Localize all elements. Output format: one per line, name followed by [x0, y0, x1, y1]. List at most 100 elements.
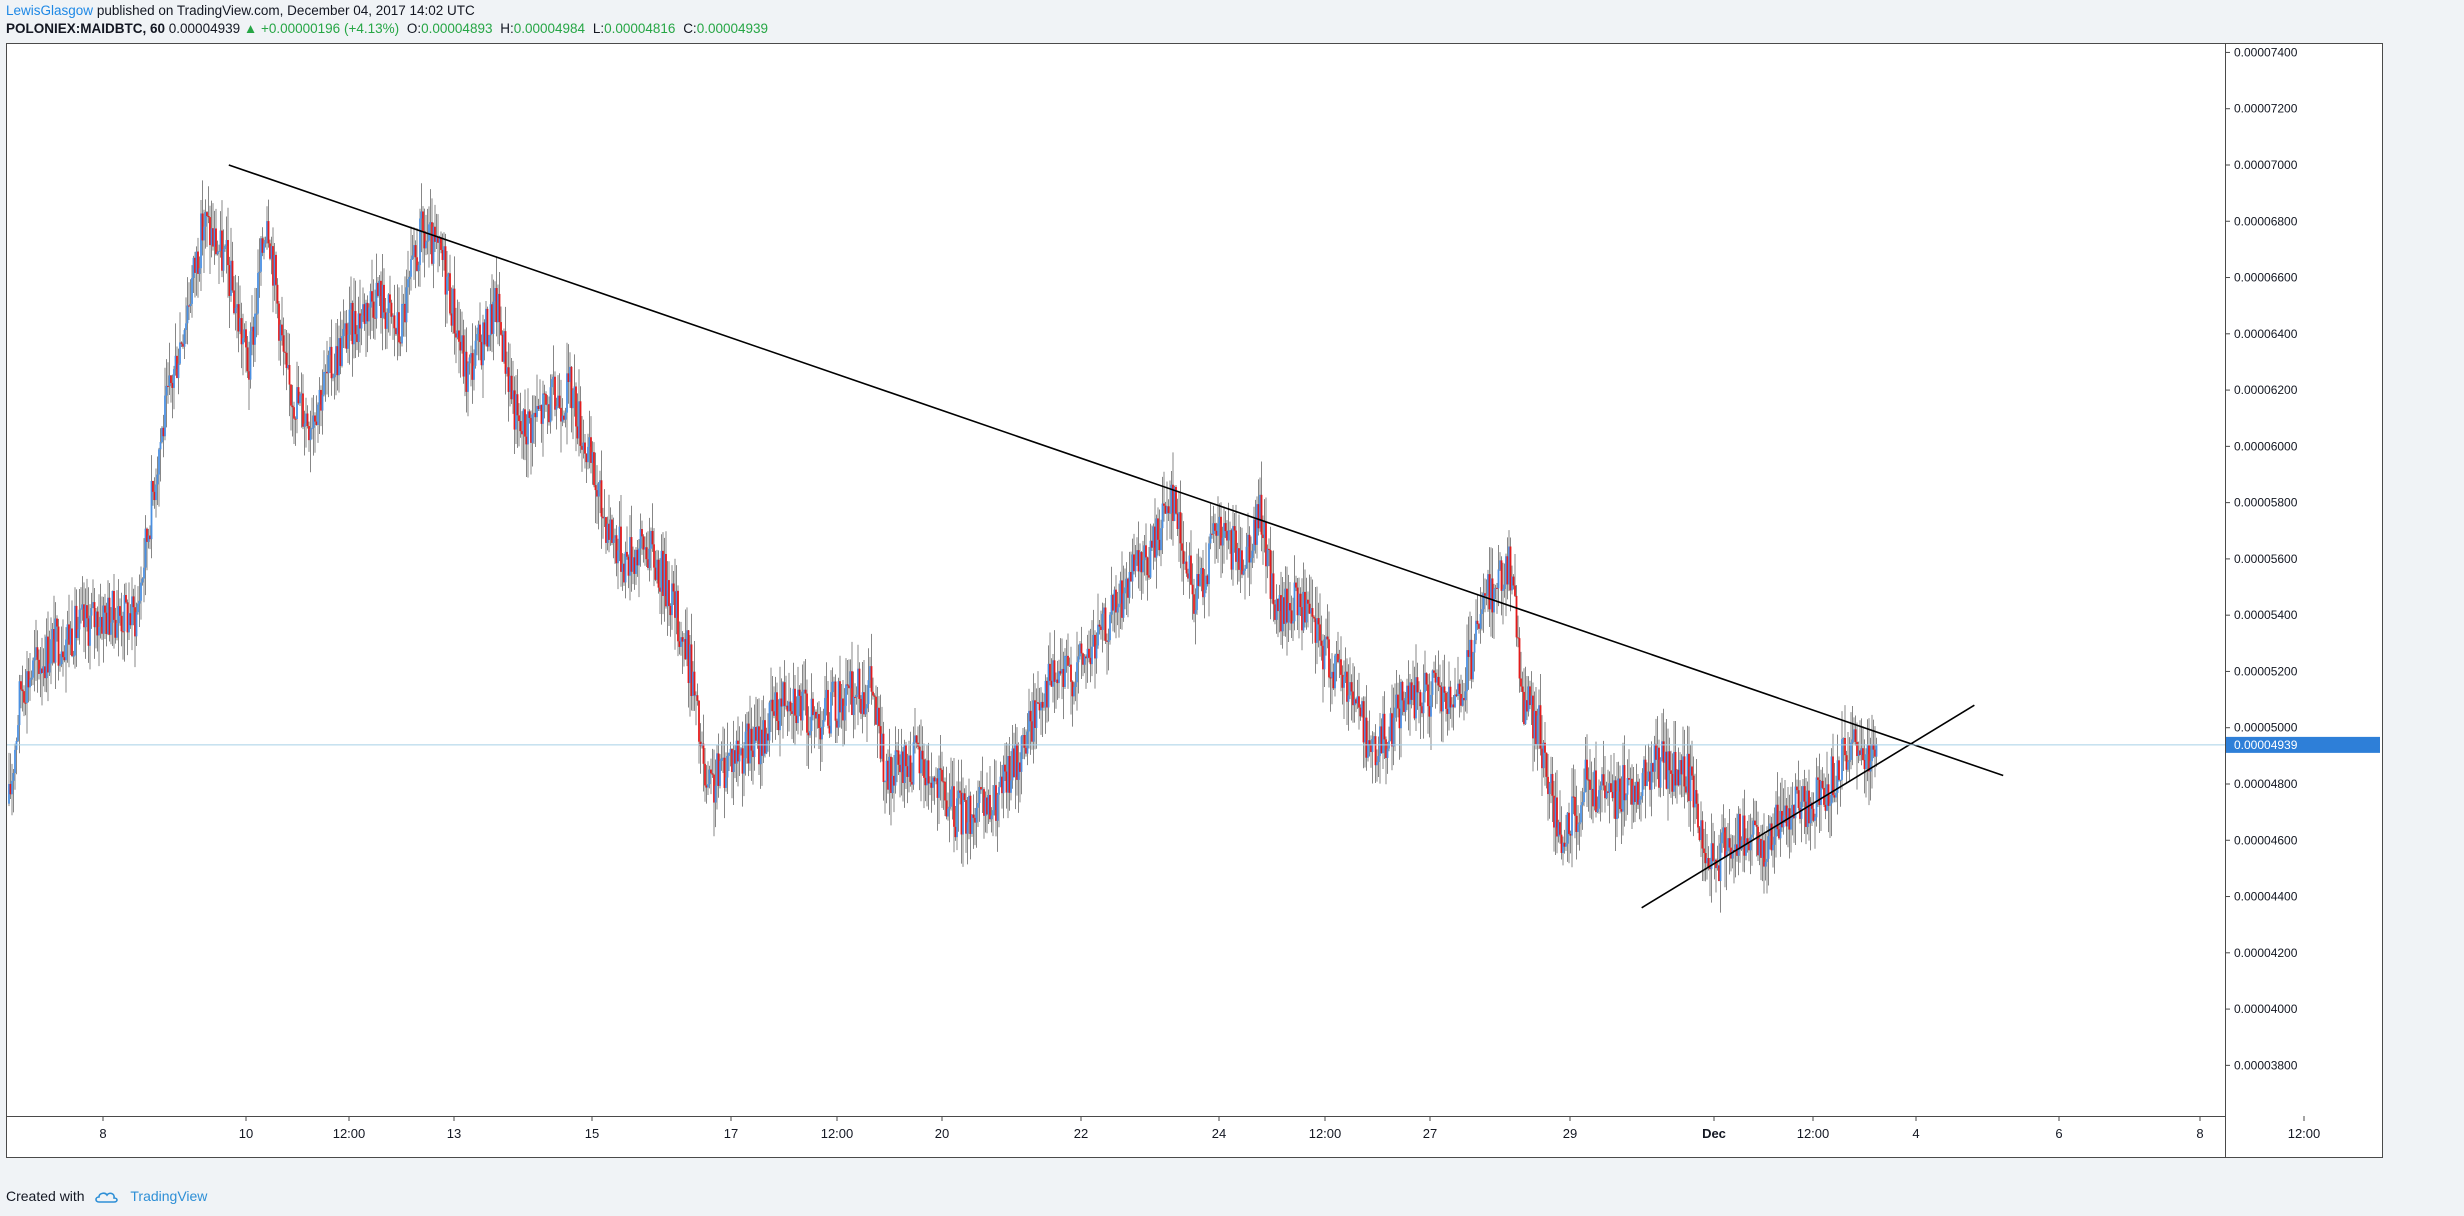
candle-body	[1550, 773, 1552, 784]
price-change: ▲ +0.00000196 (+4.13%)	[243, 21, 400, 36]
candle-body	[216, 251, 219, 255]
candle-body	[1457, 683, 1459, 697]
candle-body	[1148, 575, 1150, 578]
candle-body	[123, 595, 126, 632]
candle-body	[830, 692, 832, 734]
candle-body	[1305, 599, 1308, 623]
candle-body	[597, 483, 600, 497]
candle-body	[941, 769, 943, 782]
candle-body	[1731, 849, 1734, 859]
candle-body	[291, 405, 294, 408]
candle-body	[645, 547, 648, 560]
candle-body	[927, 760, 930, 784]
candle-body	[395, 328, 397, 335]
candle-body	[1008, 756, 1011, 793]
candle-body	[1337, 653, 1339, 663]
candle-body	[737, 740, 739, 762]
trendline-ascending-support[interactable]	[1641, 704, 1975, 909]
candle-body	[1103, 607, 1105, 614]
candle-body	[600, 480, 603, 517]
candle-body	[375, 282, 378, 319]
candle-body	[1011, 748, 1014, 781]
candle-body	[1107, 640, 1110, 642]
candle-body	[1605, 791, 1608, 799]
candle-body	[932, 777, 934, 788]
tradingview-link[interactable]: TradingView	[130, 1188, 208, 1204]
candle-body	[1785, 805, 1788, 827]
candle-body	[83, 604, 85, 628]
candle-body	[1796, 786, 1798, 791]
candle-body	[507, 367, 510, 392]
candle-body	[95, 611, 97, 628]
candle-body	[1743, 815, 1746, 856]
candle-body	[101, 616, 103, 634]
candle-body	[1383, 713, 1386, 740]
candle-body	[1158, 539, 1161, 551]
candle-body	[693, 671, 696, 696]
candle-body	[584, 442, 586, 454]
candle-body	[1272, 573, 1275, 605]
trendline-descending-resistance[interactable]	[228, 164, 2004, 777]
candle-body	[995, 785, 997, 821]
candle-body	[71, 628, 73, 656]
candle-body	[699, 741, 702, 747]
candle-body	[335, 346, 337, 374]
price-chart[interactable]: 0.00007400 0.00007200 0.00007000 0.00006800…	[7, 44, 2382, 1157]
candle-body	[293, 407, 295, 419]
candle-body	[1332, 671, 1335, 689]
candle-body	[1778, 829, 1780, 839]
candle-body	[1020, 736, 1023, 772]
candle-body	[671, 583, 673, 616]
candle-body	[1629, 778, 1632, 780]
chart-frame[interactable]: 0.00007400 0.00007200 0.00007000 0.00006800…	[6, 43, 2383, 1158]
candle-body	[461, 335, 463, 351]
candle-body	[620, 526, 622, 572]
candle-body	[588, 437, 591, 447]
candle-body	[218, 250, 220, 252]
candle-body	[1755, 825, 1758, 827]
candle-body	[1856, 741, 1858, 756]
candle-body	[194, 257, 196, 273]
candle-body	[1635, 781, 1638, 802]
candle-body	[1232, 526, 1234, 570]
candle-body	[587, 446, 589, 463]
candle-body	[1791, 805, 1794, 819]
candle-body	[405, 287, 408, 323]
candle-body	[1740, 840, 1743, 850]
candle-body	[210, 228, 213, 246]
candle-body	[657, 559, 660, 588]
candle-body	[501, 334, 504, 362]
candle-body	[126, 602, 129, 633]
candle-body	[1335, 653, 1338, 656]
candle-body	[1781, 810, 1783, 828]
candle-body	[1652, 763, 1654, 772]
candle-body	[852, 696, 855, 715]
candle-body	[1746, 838, 1749, 844]
candle-body	[1358, 696, 1360, 708]
candle-body	[881, 733, 883, 759]
candle-body	[1599, 785, 1602, 791]
candle-body	[1623, 765, 1626, 801]
candle-body	[1022, 735, 1024, 737]
candle-body	[1053, 660, 1056, 682]
candle-body	[591, 452, 594, 463]
candle-body	[771, 699, 774, 712]
candle-body	[224, 245, 226, 250]
candle-body	[227, 240, 229, 266]
candle-body	[1601, 774, 1603, 786]
candle-body	[1725, 851, 1728, 858]
author-link[interactable]: LewisGlasgow	[6, 3, 94, 18]
current-price-badge	[2226, 736, 2380, 753]
candle-body	[1139, 552, 1141, 572]
candle-body	[1010, 780, 1012, 793]
candle-body	[68, 624, 70, 645]
candle-body	[866, 704, 868, 709]
symbol-label[interactable]: POLONIEX:MAIDBTC, 60	[6, 21, 166, 36]
candle-body	[1773, 836, 1776, 845]
candle-body	[1353, 699, 1356, 706]
candle-body	[1382, 713, 1384, 754]
candle-body	[602, 516, 604, 519]
candle-body	[120, 615, 123, 632]
candle-body	[803, 689, 805, 692]
candle-body	[11, 780, 13, 795]
